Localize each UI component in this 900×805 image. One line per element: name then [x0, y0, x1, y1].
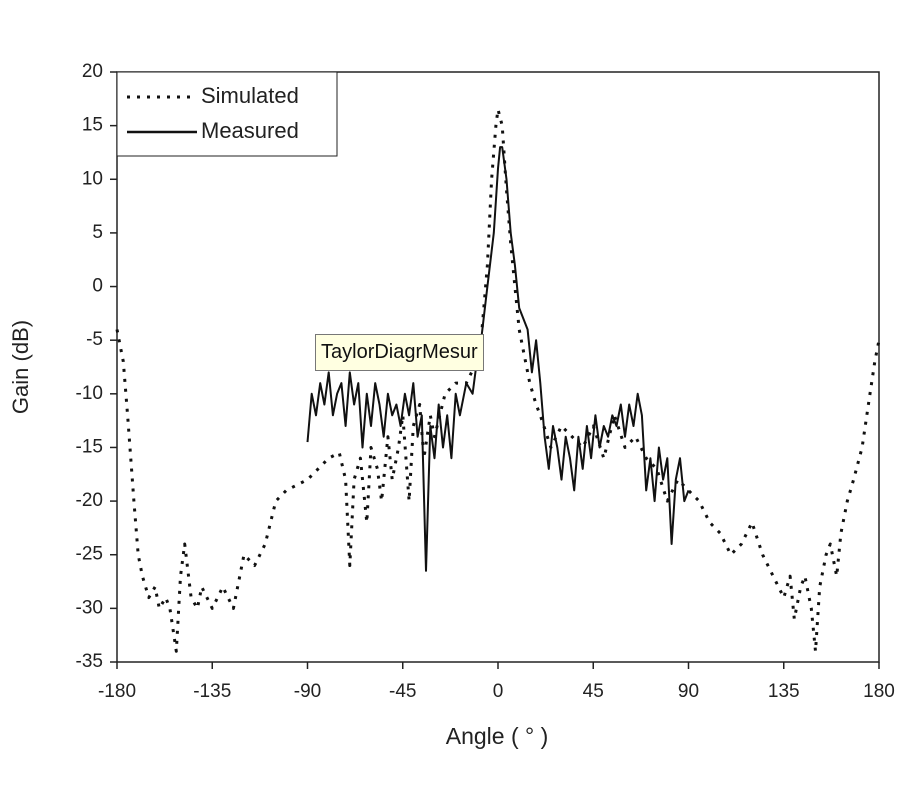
- series-line: [115, 108, 881, 653]
- legend-box: [116, 71, 338, 157]
- x-tick-label: -135: [193, 681, 231, 702]
- legend-label: Measured: [201, 118, 299, 143]
- y-axis-label: Gain (dB): [8, 320, 33, 414]
- y-tick-label: -30: [76, 597, 103, 618]
- y-tick-label: -20: [76, 490, 103, 511]
- y-tick-label: 0: [92, 276, 103, 297]
- x-tick-label: -90: [294, 681, 321, 702]
- y-tick-label: -5: [86, 329, 103, 350]
- y-tick-label: -15: [76, 436, 103, 457]
- y-tick-label: 20: [82, 61, 103, 82]
- y-tick-label: 5: [92, 222, 103, 243]
- legend-label: Simulated: [201, 83, 299, 108]
- x-axis-label: Angle ( ° ): [446, 723, 549, 749]
- x-tick-label: 90: [678, 681, 699, 702]
- y-tick-label: -25: [76, 544, 103, 565]
- x-tick-label: 180: [863, 681, 895, 702]
- y-tick-label: -35: [76, 651, 103, 672]
- x-tick-label: 45: [583, 681, 604, 702]
- x-tick-label: 135: [768, 681, 800, 702]
- y-tick-label: 15: [82, 115, 103, 136]
- y-tick-label: -10: [76, 383, 103, 404]
- x-tick-label: 0: [493, 681, 504, 702]
- tooltip: TaylorDiagrMesur: [315, 334, 484, 371]
- series-line: [306, 146, 690, 572]
- y-tick-label: 10: [82, 168, 103, 189]
- x-tick-label: -45: [389, 681, 416, 702]
- x-tick-label: -180: [98, 681, 136, 702]
